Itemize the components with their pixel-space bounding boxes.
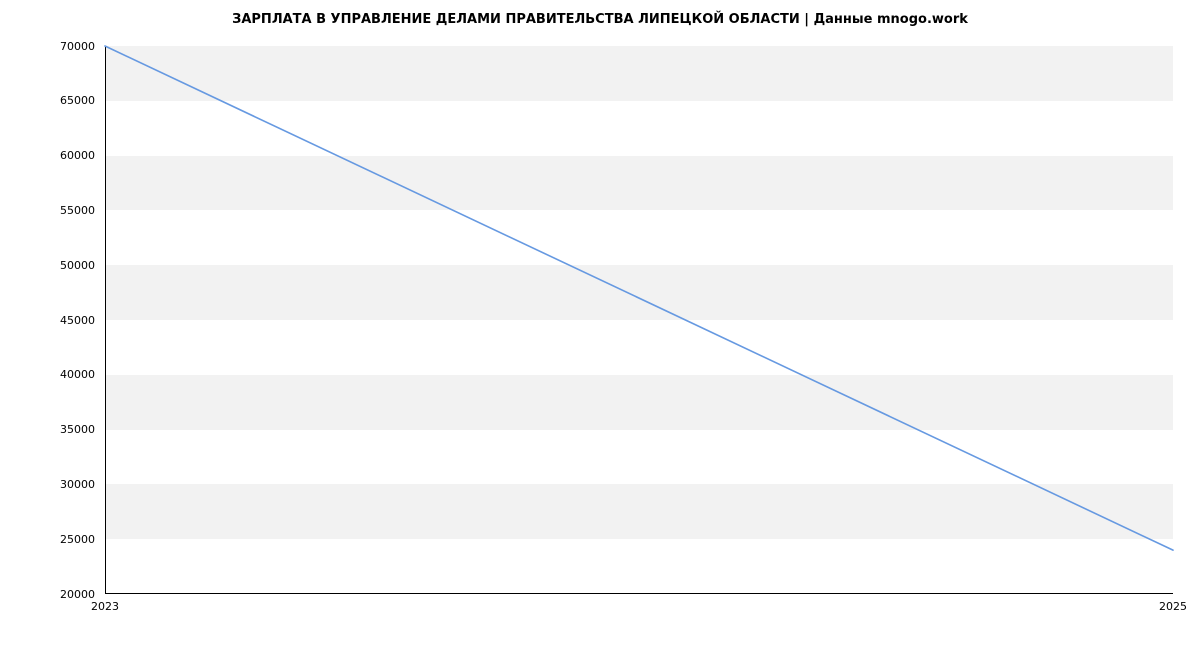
chart-title: ЗАРПЛАТА В УПРАВЛЕНИЕ ДЕЛАМИ ПРАВИТЕЛЬСТ… bbox=[0, 12, 1200, 27]
y-tick-label: 55000 bbox=[0, 204, 95, 217]
series-line-salary bbox=[105, 46, 1173, 550]
y-tick-label: 35000 bbox=[0, 423, 95, 436]
salary-line-chart: ЗАРПЛАТА В УПРАВЛЕНИЕ ДЕЛАМИ ПРАВИТЕЛЬСТ… bbox=[0, 0, 1200, 650]
y-tick-label: 30000 bbox=[0, 478, 95, 491]
y-tick-label: 25000 bbox=[0, 533, 95, 546]
y-tick-label: 45000 bbox=[0, 314, 95, 327]
y-tick-label: 70000 bbox=[0, 40, 95, 53]
plot-area bbox=[105, 46, 1173, 594]
y-tick-label: 60000 bbox=[0, 149, 95, 162]
x-tick-label: 2025 bbox=[1133, 600, 1200, 613]
y-tick-label: 20000 bbox=[0, 588, 95, 601]
y-tick-label: 65000 bbox=[0, 94, 95, 107]
line-layer bbox=[105, 46, 1173, 594]
x-tick-label: 2023 bbox=[65, 600, 145, 613]
y-tick-label: 50000 bbox=[0, 259, 95, 272]
y-tick-label: 40000 bbox=[0, 368, 95, 381]
